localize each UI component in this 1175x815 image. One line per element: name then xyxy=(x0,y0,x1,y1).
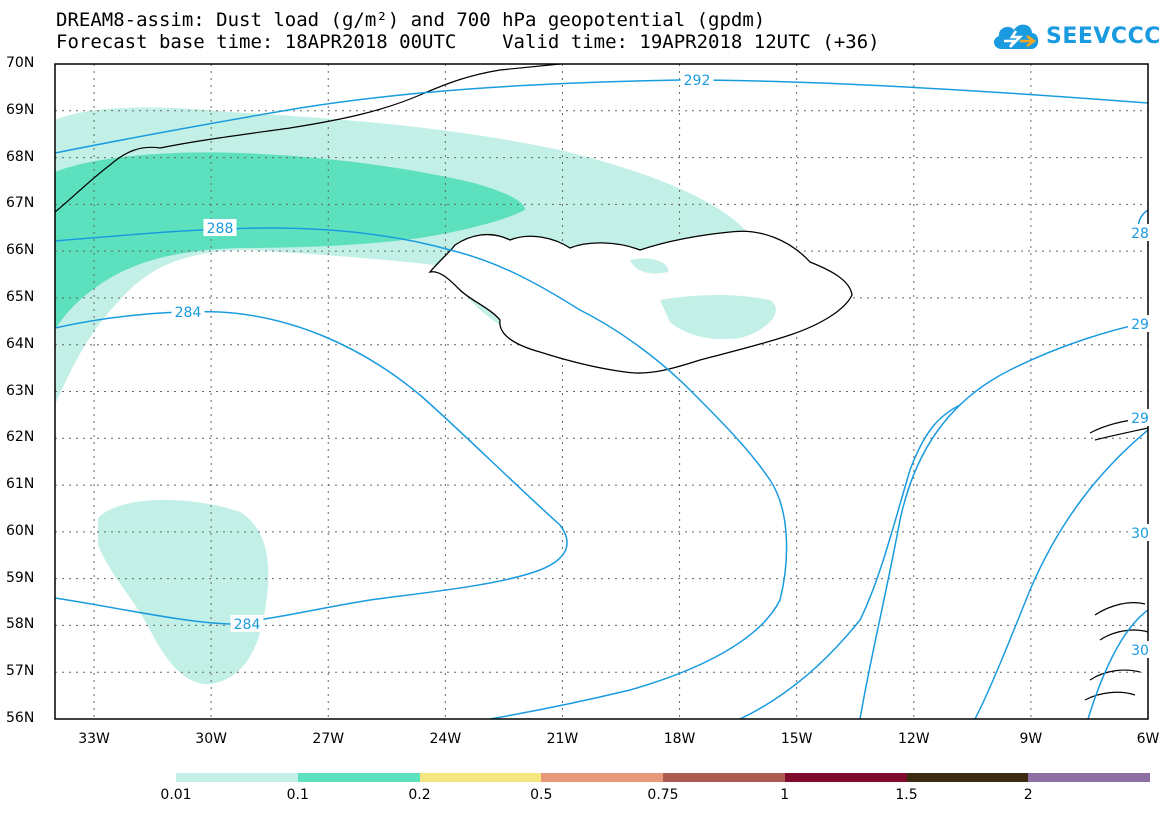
greenland-coastline xyxy=(55,64,561,213)
legend-tick-label: 0.75 xyxy=(647,787,679,803)
legend-tick-label: 0.1 xyxy=(286,787,309,803)
contour-label: 28 xyxy=(1128,224,1152,242)
latitude-label: 61N xyxy=(6,476,35,493)
contour-label-text: 29 xyxy=(1131,317,1149,333)
dust-area-low-south xyxy=(98,499,269,685)
contour-292 xyxy=(55,79,1148,154)
latitude-label: 67N xyxy=(6,195,35,212)
contour-label: 284 xyxy=(171,303,205,321)
contour-label-text: 28 xyxy=(1131,226,1149,242)
longitude-label: 33W xyxy=(78,731,110,747)
contour-288 xyxy=(55,227,788,719)
longitude-label: 24W xyxy=(429,731,462,747)
latitude-label: 70N xyxy=(6,55,35,71)
contour-label: 288 xyxy=(203,219,237,237)
legend-swatch xyxy=(906,773,1029,782)
longitude-label: 30W xyxy=(195,731,227,747)
contour-label-text: 30 xyxy=(1131,526,1149,542)
shetland-coast xyxy=(1084,602,1148,701)
legend-swatch xyxy=(663,773,785,782)
legend-swatch xyxy=(541,773,663,782)
latitude-label: 64N xyxy=(6,335,35,352)
longitude-label: 18W xyxy=(663,731,696,747)
contour-label: 29 xyxy=(1128,409,1152,427)
contour-labels: 292 288 284 284 28 29 29 30 30 xyxy=(171,71,1152,659)
seevccc-logo: SEEVCCC xyxy=(990,18,1161,54)
longitude-label: 27W xyxy=(312,731,345,747)
contour-300 xyxy=(739,404,961,719)
latitude-label: 68N xyxy=(6,148,35,165)
contour-308 xyxy=(1087,609,1148,719)
contour-label: 292 xyxy=(680,71,714,89)
latitude-label: 58N xyxy=(6,616,35,633)
iceland-coastline xyxy=(428,230,853,374)
plot-frame xyxy=(54,63,1149,720)
legend-tick-label: 2 xyxy=(1023,787,1033,803)
contour-label: 30 xyxy=(1128,641,1152,659)
contour-label-text: 284 xyxy=(175,305,202,321)
legend-swatch xyxy=(784,773,907,782)
latitude-label: 56N xyxy=(6,710,35,726)
dust-area-mid xyxy=(55,152,525,330)
contour-label: 284 xyxy=(230,615,264,633)
contour-label: 29 xyxy=(1128,315,1152,333)
legend-swatch xyxy=(297,773,420,782)
contour-label-text: 292 xyxy=(684,73,711,89)
legend-swatch xyxy=(419,773,542,782)
contour-label-text: 30 xyxy=(1131,643,1149,659)
longitude-label: 9W xyxy=(1019,731,1043,747)
logo-text: SEEVCCC xyxy=(1046,23,1161,49)
contour-label-text: 288 xyxy=(207,221,234,237)
iceland-interior-glacier xyxy=(630,258,669,274)
latitude-label: 66N xyxy=(6,242,35,259)
latitude-label: 60N xyxy=(6,522,35,539)
contour-label: 30 xyxy=(1128,524,1152,542)
legend-tick-label: 0.2 xyxy=(408,787,431,803)
chart-title-line1: DREAM8-assim: Dust load (g/m²) and 700 h… xyxy=(56,9,766,31)
legend-swatch xyxy=(1028,773,1150,782)
legend-tick-label: 0.01 xyxy=(160,787,192,803)
latitude-label: 59N xyxy=(6,569,35,586)
latitude-label: 62N xyxy=(6,429,35,446)
latitude-label: 69N xyxy=(6,101,35,118)
longitude-label: 12W xyxy=(897,731,930,747)
contour-label-text: 29 xyxy=(1131,411,1149,427)
legend-tick-label: 1 xyxy=(780,787,790,803)
contour-296 xyxy=(859,321,1148,719)
longitude-label: 6W xyxy=(1136,731,1160,747)
latitude-label: 63N xyxy=(6,382,35,399)
legend-swatch xyxy=(176,773,298,782)
contour-label-text: 284 xyxy=(234,617,261,633)
legend-tick-label: 0.5 xyxy=(530,787,553,803)
color-legend xyxy=(176,773,1150,782)
latitude-label: 57N xyxy=(6,663,35,680)
legend-tick-label: 1.5 xyxy=(895,787,918,803)
latitude-label: 65N xyxy=(6,288,35,305)
iceland-interior-glacier xyxy=(660,295,776,340)
chart-title-line2: Forecast base time: 18APR2018 00UTC Vali… xyxy=(56,31,880,53)
longitude-label: 21W xyxy=(546,731,579,747)
longitude-label: 15W xyxy=(780,731,813,747)
contour-304 xyxy=(974,429,1148,719)
cloud-icon xyxy=(993,24,1039,49)
